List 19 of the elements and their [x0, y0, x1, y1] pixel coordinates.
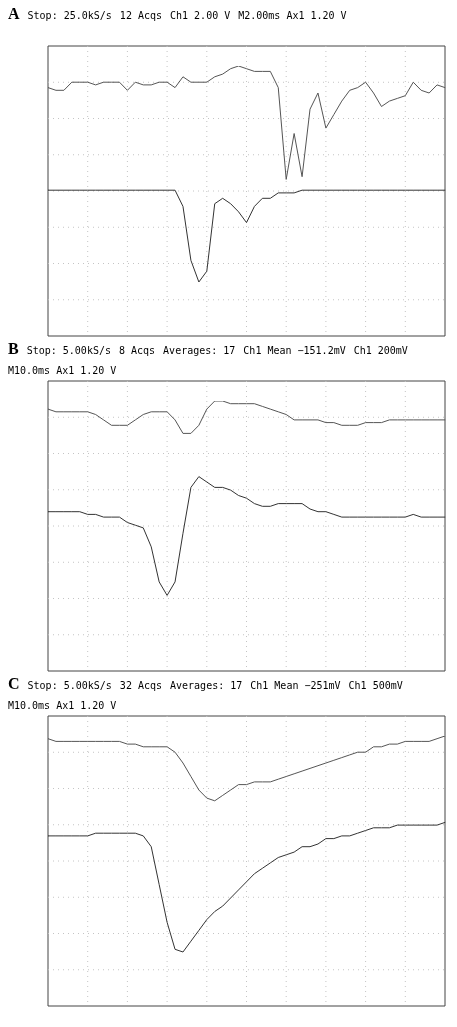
- text: M10.0ms Ax1 1.20 V: [8, 365, 117, 377]
- text: Averages: 17: [170, 680, 243, 692]
- text: 12 Acqs: [119, 10, 163, 22]
- text: 8 Acqs: [118, 345, 156, 357]
- text: Ch1 Mean −251mV: [250, 680, 341, 692]
- chart-title: C: [8, 675, 20, 692]
- text: Stop: 25.0kS/s: [27, 10, 112, 22]
- text: M2.00ms Ax1 1.20 V: [238, 10, 347, 22]
- text: Ch1 200mV: [353, 345, 408, 357]
- text: 32 Acqs: [119, 680, 163, 692]
- text: Ch1 Mean −151.2mV: [243, 345, 346, 357]
- text: Ch1 500mV: [348, 680, 403, 692]
- text: Stop: 5.00kS/s: [26, 345, 111, 357]
- text: Averages: 17: [163, 345, 236, 357]
- text: Ch1 2.00 V: [170, 10, 231, 22]
- chart-title: B: [8, 340, 19, 357]
- text: Stop: 5.00kS/s: [27, 680, 112, 692]
- chart-title: A: [8, 5, 20, 22]
- text: M10.0ms Ax1 1.20 V: [8, 700, 117, 712]
